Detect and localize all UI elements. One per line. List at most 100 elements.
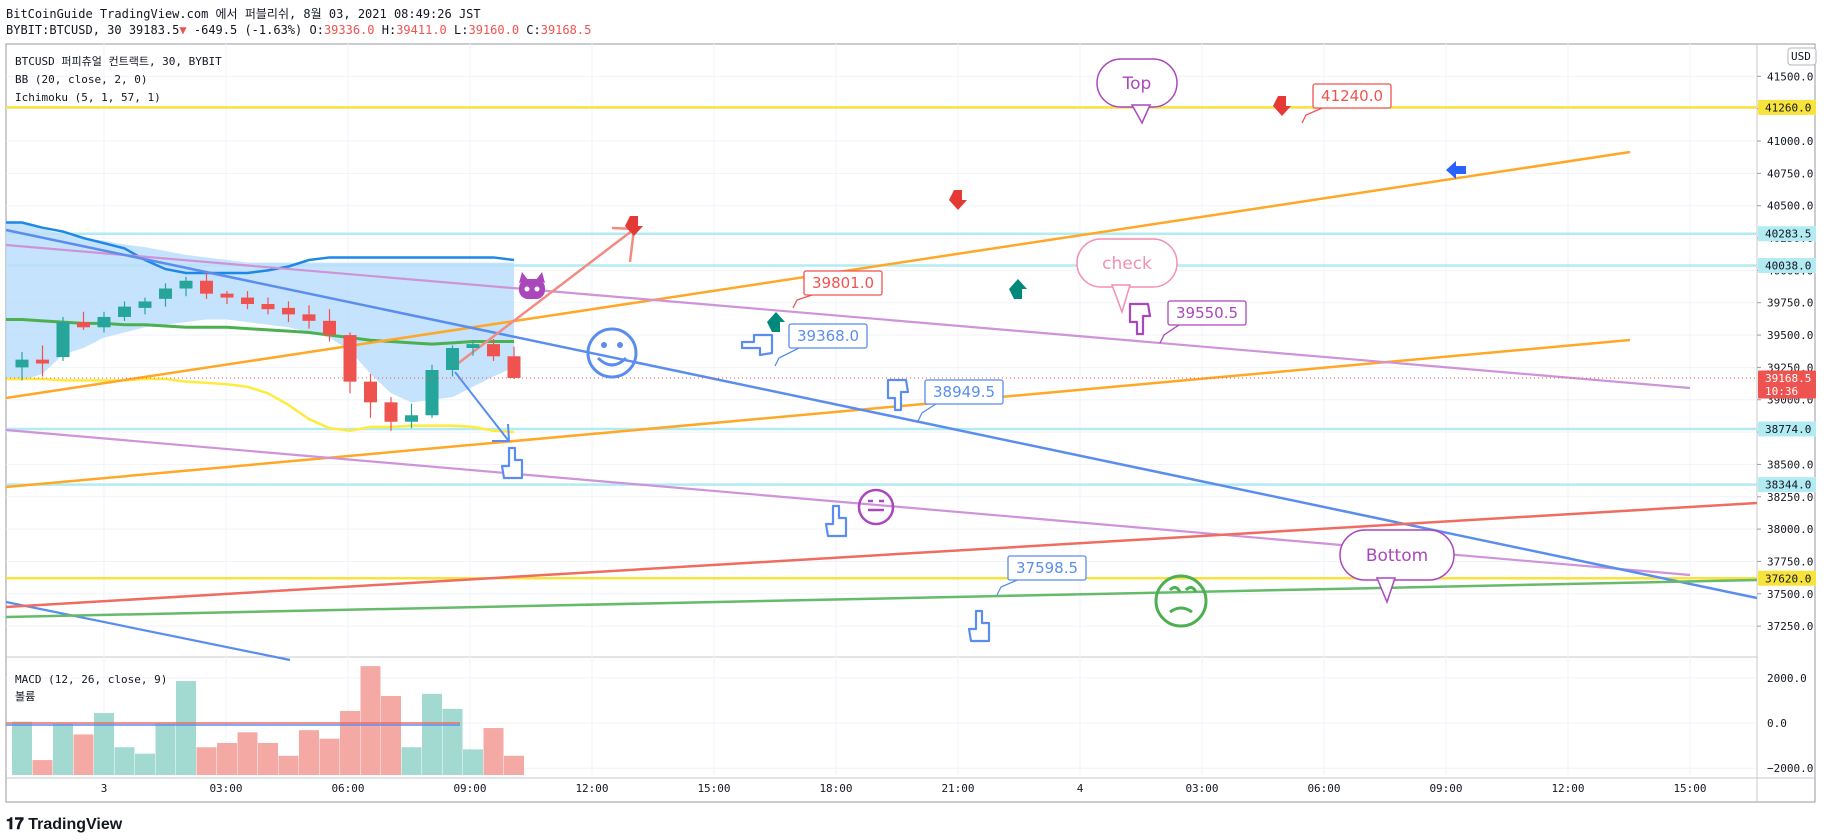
price-axis-label: 38344.0 (1758, 477, 1816, 493)
trend-line-red[interactable] (5, 501, 1758, 609)
candle-body[interactable] (56, 322, 70, 358)
price-label-bg (1758, 257, 1816, 273)
candle-body[interactable] (343, 335, 357, 382)
low-label: L: (454, 23, 469, 37)
candle-body[interactable] (36, 359, 49, 364)
candle-body[interactable] (200, 280, 213, 294)
bubble-tail (1130, 104, 1152, 125)
price-callout[interactable]: 39801.0 (792, 270, 883, 309)
dizzy-face (1154, 574, 1208, 628)
callout-box (1312, 83, 1392, 109)
tv-logo-icon: 𝟏𝟕 (6, 816, 29, 833)
candle-body[interactable] (159, 288, 172, 299)
pointing-hand-icon (740, 333, 774, 357)
time-tick-label: 21:00 (941, 782, 974, 795)
trend-line-blue-main[interactable] (5, 228, 1758, 600)
candle-body[interactable] (507, 356, 521, 378)
price-label-value: 37620.0 (1765, 572, 1811, 585)
trend-line-orange-lower[interactable] (5, 338, 1631, 489)
speech-bubble[interactable]: Top (1096, 58, 1178, 125)
time-tick-label: 4 (1077, 782, 1084, 795)
speech-bubble[interactable]: Bottom (1339, 529, 1455, 605)
smiley-icon (586, 327, 638, 379)
volume-bar (504, 755, 524, 775)
callout-pointer (917, 401, 940, 422)
arrow-down-icon (1273, 96, 1291, 116)
trend-line-lilac-upper[interactable] (5, 243, 1691, 390)
trend-line-blue-lower[interactable] (5, 600, 291, 662)
hand-shape (824, 504, 848, 538)
time-tick-label: 3 (101, 782, 108, 795)
candle-body[interactable] (487, 344, 500, 357)
volume-bar (299, 730, 319, 775)
candle-body[interactable] (302, 314, 316, 321)
time-tick-label: 12:00 (1551, 782, 1584, 795)
candle-body[interactable] (384, 402, 398, 422)
smiley-mouth (596, 356, 628, 367)
legend-symbol: BTCUSD 퍼피츄얼 컨트랙트, 30, BYBIT (15, 54, 222, 68)
pointing-hand-icon (500, 446, 524, 480)
tradingview-logo[interactable]: 𝟏𝟕 TradingView (6, 816, 122, 834)
candle-body[interactable] (15, 359, 29, 368)
volume-bar (442, 708, 463, 775)
candle-body[interactable] (138, 301, 152, 308)
candle-body[interactable] (466, 344, 480, 348)
candle-body[interactable] (364, 381, 377, 403)
indicator-legend[interactable]: BTCUSD 퍼피츄얼 컨트랙트, 30, BYBIT BB (20, close… (15, 54, 222, 703)
symbol-label[interactable]: BYBIT:BTCUSD, 30 (6, 23, 122, 37)
candle-body[interactable] (179, 280, 193, 289)
volume-bar (422, 693, 442, 775)
price-label-bg (1758, 421, 1816, 437)
price-label-value: 38344.0 (1765, 479, 1811, 492)
price-callout[interactable]: 39368.0 (774, 323, 868, 367)
currency-button[interactable]: USD (1787, 47, 1817, 66)
arrow-up-icon (1009, 279, 1027, 299)
volume-bar (196, 747, 217, 775)
volume-bar (319, 738, 340, 775)
candle-body[interactable] (97, 316, 111, 328)
price-callout[interactable]: 38949.5 (917, 379, 1004, 422)
projection-arrow-down[interactable] (454, 371, 509, 441)
price-axis-label: 39168.510:36 (1758, 370, 1816, 399)
candle-body[interactable] (323, 320, 336, 336)
price-label-value: 40038.0 (1765, 259, 1811, 272)
candle-body[interactable] (220, 293, 234, 298)
high-value: 39411.0 (396, 23, 447, 37)
price-callout[interactable]: 37598.5 (996, 555, 1087, 596)
candle-body[interactable] (405, 415, 418, 422)
price-callout[interactable]: 41240.0 (1301, 83, 1392, 124)
volume-bar (360, 666, 381, 775)
trend-line-green[interactable] (5, 578, 1758, 619)
callout-box (788, 323, 868, 349)
candle-body[interactable] (425, 369, 439, 416)
macd-tick-label: 0.0 (1767, 717, 1787, 730)
candle-body[interactable] (282, 307, 295, 315)
price-axis-label: 37620.0 (1758, 570, 1816, 586)
projection-arrow-up[interactable] (451, 229, 634, 369)
time-tick-label: 09:00 (1429, 782, 1462, 795)
price-tick-label: 37250.0 (1767, 620, 1813, 633)
ichimoku-lagging-span (6, 377, 515, 434)
hand-shape (1128, 302, 1152, 336)
price-tick-label: 40750.0 (1767, 167, 1813, 180)
price-axis-label: 40283.5 (1758, 226, 1816, 242)
candle-body[interactable] (261, 304, 275, 310)
volume-bar (340, 710, 360, 775)
callout-box (803, 270, 883, 296)
bubble-shape (1339, 529, 1455, 581)
volume-bar (32, 760, 53, 775)
chart-frame (5, 43, 1816, 803)
candle-body[interactable] (446, 348, 459, 370)
close-label: C: (526, 23, 541, 37)
bubble-text: Top (1122, 74, 1152, 94)
time-tick-label: 18:00 (819, 782, 852, 795)
price-tick-label: 38500.0 (1767, 458, 1813, 471)
speech-bubble[interactable]: check (1076, 238, 1178, 315)
candle-body[interactable] (77, 322, 90, 328)
volume-bar (463, 749, 483, 775)
price-label-bg (1758, 99, 1816, 115)
candle-body[interactable] (118, 306, 131, 317)
candle-body[interactable] (241, 297, 254, 305)
price-callout[interactable]: 39550.5 (1159, 300, 1247, 344)
